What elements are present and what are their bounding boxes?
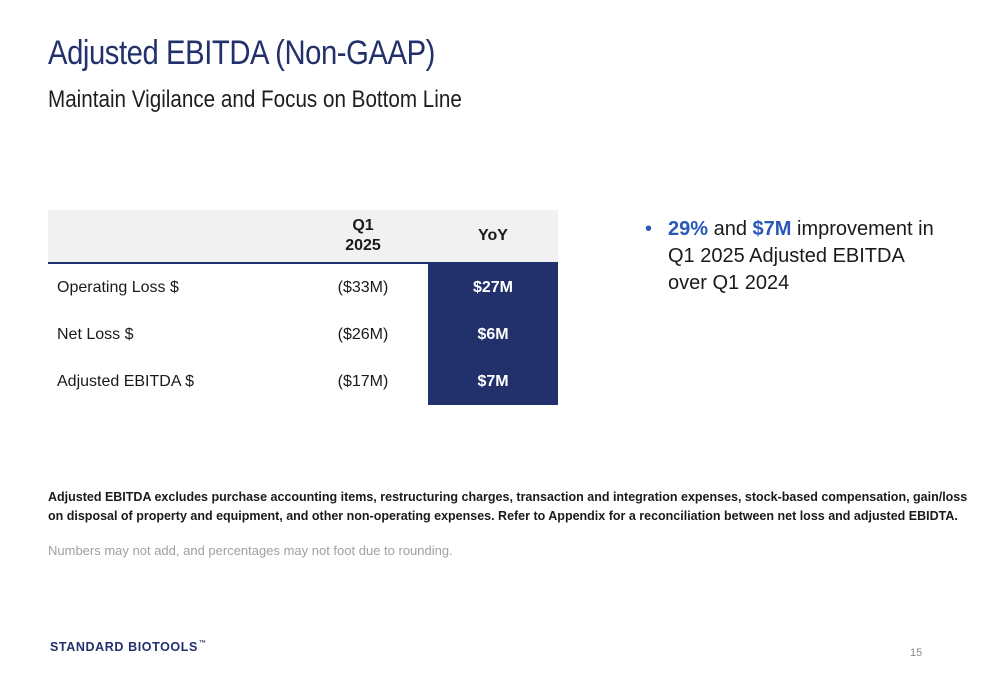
slide-subtitle: Maintain Vigilance and Focus on Bottom L… — [48, 86, 462, 113]
header-q1-2025: Q1 2025 — [298, 210, 428, 263]
highlight-rest: improvement in Q1 2025 Adjusted EBITDA o… — [668, 218, 934, 294]
highlight-percent: 29% — [668, 218, 709, 240]
highlight-text: 29% and $7M improvement in Q1 2025 Adjus… — [668, 216, 935, 297]
row-yoy-value: $27M — [428, 263, 558, 311]
logo-trademark: ™ — [198, 640, 207, 647]
row-label: Net Loss $ — [57, 325, 134, 343]
row-label: Adjusted EBITDA $ — [57, 372, 194, 390]
header-q1-line1: Q1 — [352, 217, 374, 234]
company-logo: STANDARD BIOTOOLS™ — [50, 640, 207, 654]
highlight-amount: $7M — [752, 218, 792, 240]
highlight-and: and — [713, 218, 747, 240]
header-yoy: YoY — [428, 210, 558, 263]
row-yoy-value: $6M — [428, 311, 558, 358]
footnote-text: Adjusted EBITDA excludes purchase accoun… — [48, 490, 968, 523]
table-row: Operating Loss $ ($33M) $27M — [48, 263, 558, 311]
highlight-bullet: • 29% and $7M improvement in Q1 2025 Adj… — [645, 216, 935, 297]
table-row: Net Loss $ ($26M) $6M — [48, 311, 558, 358]
row-yoy-value: $7M — [428, 358, 558, 405]
header-q1-line2: 2025 — [345, 237, 381, 254]
table-row: Adjusted EBITDA $ ($17M) $7M — [48, 358, 558, 405]
header-empty-cell — [48, 210, 298, 263]
metrics-table: Q1 2025 YoY Operating Loss $ ($33M) $27M… — [48, 210, 558, 405]
row-q1-value: ($26M) — [337, 325, 389, 343]
logo-text: STANDARD BIOTOOLS — [50, 640, 198, 654]
table-header-row: Q1 2025 YoY — [48, 210, 558, 263]
rounding-note: Numbers may not add, and percentages may… — [48, 543, 453, 558]
row-q1-value: ($17M) — [337, 372, 389, 390]
slide-title: Adjusted EBITDA (Non-GAAP) — [48, 34, 435, 72]
row-q1-value: ($33M) — [337, 278, 389, 296]
page-number: 15 — [910, 647, 923, 659]
bullet-icon: • — [645, 218, 653, 240]
row-label: Operating Loss $ — [57, 278, 179, 296]
